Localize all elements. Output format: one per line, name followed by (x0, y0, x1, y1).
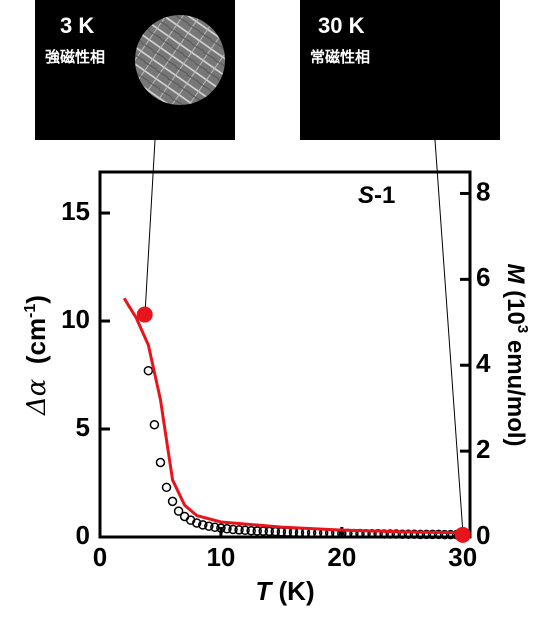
data-line (122, 297, 463, 535)
data-point (228, 524, 238, 535)
data-point (173, 506, 184, 516)
data-point (427, 529, 438, 540)
data-point (246, 525, 256, 536)
data-point (234, 525, 244, 535)
data-point (222, 524, 232, 534)
data-point (191, 518, 202, 528)
y2-label-italic: M (502, 263, 529, 284)
y-label-end: ) (21, 295, 51, 304)
annotation-title: 30 K (318, 13, 365, 38)
sample-label: S-1 (358, 182, 395, 209)
y2-label-sup: 3 (514, 325, 531, 333)
y-tick-label: 0 (76, 520, 90, 550)
plot-frame (98, 170, 472, 539)
annotation-text: 常磁性相 (310, 48, 370, 66)
annotation-title: 3 K (60, 13, 94, 38)
y2-tick-label: 2 (476, 434, 490, 464)
annotation-leader (144, 139, 156, 315)
y-tick-label: 5 (76, 412, 90, 442)
annotation-box (300, 0, 500, 140)
y-tick-label: 10 (61, 304, 90, 334)
x-tick-label: 20 (327, 542, 356, 572)
data-point (385, 529, 395, 539)
data-point (415, 529, 426, 540)
y2-label-text: (10 (502, 283, 529, 324)
data-point (439, 529, 450, 540)
y2-tick-label: 8 (476, 176, 490, 206)
data-point (204, 521, 214, 531)
data-point (403, 529, 414, 539)
y2-axis-label: M (103 emu/mol) (502, 263, 531, 446)
data-point (167, 496, 178, 507)
y-label-sup: -1 (22, 304, 39, 318)
x-tick-label: 0 (93, 542, 107, 572)
highlight-point (454, 526, 471, 543)
y2-label-end: emu/mol) (502, 333, 529, 446)
highlight-point (136, 306, 153, 323)
y2-tick-label: 4 (476, 348, 491, 378)
data-point (397, 529, 408, 539)
x-tick-label: 10 (206, 542, 235, 572)
data-point (391, 529, 401, 539)
data-point (149, 419, 160, 430)
data-point (198, 520, 208, 530)
data-point (252, 526, 262, 536)
data-point (161, 482, 172, 493)
data-point (210, 522, 220, 533)
x-tick-label: 30 (448, 542, 477, 572)
y2-tick-label: 6 (476, 262, 490, 292)
x-label-italic: T (255, 576, 273, 606)
domain-image (135, 15, 225, 105)
data-point (240, 525, 250, 536)
data-point (155, 457, 166, 468)
y-tick-label: 15 (61, 196, 90, 226)
x-label-rest: (K) (271, 576, 314, 606)
y-label-text: (cm (21, 318, 51, 379)
annotation-leader (434, 139, 464, 535)
y2-tick-label: 0 (476, 520, 490, 550)
data-point (216, 523, 226, 533)
y-label-symbol: Δα (22, 378, 52, 416)
data-point (421, 529, 432, 540)
data-point (258, 526, 268, 536)
sample-label-rest: -1 (374, 182, 395, 209)
data-point (143, 365, 154, 376)
x-axis-label: T (K) (255, 576, 314, 606)
y-axis-label: Δα (cm-1) (21, 295, 52, 416)
sample-label-italic: S (358, 182, 374, 209)
data-point (409, 529, 420, 539)
annotation-text: 強磁性相 (45, 48, 105, 66)
data-point (433, 529, 444, 540)
data-point (445, 529, 456, 540)
